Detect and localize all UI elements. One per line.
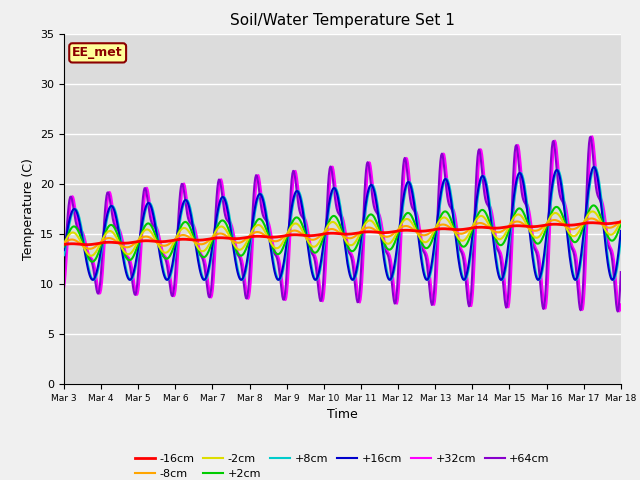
+32cm	[60, 286, 68, 291]
Line: -8cm: -8cm	[64, 218, 621, 249]
+2cm	[617, 221, 625, 227]
-16cm	[128, 240, 136, 245]
+8cm	[214, 215, 221, 221]
+64cm	[184, 215, 192, 220]
Text: EE_met: EE_met	[72, 47, 123, 60]
Line: +64cm: +64cm	[64, 137, 621, 312]
-2cm	[128, 249, 136, 254]
+2cm	[70, 224, 78, 229]
-8cm	[128, 242, 136, 248]
-16cm	[60, 241, 68, 247]
-2cm	[411, 225, 419, 231]
-16cm	[70, 241, 78, 247]
-2cm	[87, 253, 95, 259]
-16cm	[617, 219, 625, 225]
+32cm	[410, 205, 418, 211]
+16cm	[214, 206, 222, 212]
X-axis label: Time: Time	[327, 408, 358, 421]
Legend: -16cm, -8cm, -2cm, +2cm, +8cm, +16cm, +32cm, +64cm: -16cm, -8cm, -2cm, +2cm, +8cm, +16cm, +3…	[131, 449, 554, 480]
+64cm	[614, 309, 621, 314]
Line: +32cm: +32cm	[64, 136, 621, 312]
-8cm	[185, 234, 193, 240]
+16cm	[185, 203, 193, 208]
-16cm	[214, 235, 222, 240]
+2cm	[60, 244, 68, 250]
+64cm	[617, 269, 625, 275]
+32cm	[70, 198, 78, 204]
+2cm	[214, 222, 222, 228]
-2cm	[617, 218, 625, 224]
+8cm	[617, 237, 625, 242]
+8cm	[591, 164, 598, 170]
Line: -2cm: -2cm	[64, 212, 621, 256]
+32cm	[184, 204, 192, 210]
Title: Soil/Water Temperature Set 1: Soil/Water Temperature Set 1	[230, 13, 455, 28]
+8cm	[60, 252, 68, 258]
+2cm	[411, 221, 419, 227]
-8cm	[617, 218, 625, 224]
+64cm	[410, 208, 418, 214]
Line: -16cm: -16cm	[64, 222, 621, 245]
+64cm	[587, 134, 595, 140]
-16cm	[83, 242, 91, 248]
+32cm	[616, 309, 623, 314]
-2cm	[588, 209, 596, 215]
+32cm	[127, 262, 135, 267]
Line: +16cm: +16cm	[64, 167, 621, 280]
+2cm	[428, 240, 435, 246]
-2cm	[185, 228, 193, 234]
+64cm	[426, 294, 434, 300]
+16cm	[617, 228, 625, 234]
+64cm	[60, 268, 68, 274]
+8cm	[127, 277, 135, 283]
+2cm	[185, 222, 193, 228]
-2cm	[70, 230, 78, 236]
+8cm	[70, 206, 78, 212]
+16cm	[411, 206, 419, 212]
+16cm	[60, 247, 68, 253]
+16cm	[128, 274, 136, 280]
+32cm	[617, 301, 625, 307]
+16cm	[590, 164, 598, 170]
+8cm	[411, 200, 419, 205]
-8cm	[60, 240, 68, 246]
-16cm	[411, 228, 419, 234]
+8cm	[184, 198, 192, 204]
-2cm	[60, 241, 68, 247]
+2cm	[590, 203, 598, 208]
+16cm	[126, 277, 134, 283]
+8cm	[428, 269, 435, 275]
+64cm	[127, 272, 135, 278]
+16cm	[428, 264, 435, 270]
+32cm	[214, 211, 221, 216]
Y-axis label: Temperature (C): Temperature (C)	[22, 158, 35, 260]
-8cm	[70, 237, 78, 243]
+2cm	[128, 255, 136, 261]
-8cm	[214, 231, 222, 237]
+16cm	[70, 206, 78, 212]
-8cm	[86, 246, 93, 252]
-2cm	[428, 234, 435, 240]
-16cm	[185, 237, 193, 242]
-8cm	[428, 229, 435, 235]
Line: +8cm: +8cm	[64, 167, 621, 280]
+2cm	[89, 259, 97, 264]
+32cm	[588, 133, 596, 139]
-16cm	[428, 227, 435, 233]
+8cm	[238, 277, 246, 283]
+64cm	[70, 209, 78, 215]
-8cm	[588, 216, 595, 221]
Line: +2cm: +2cm	[64, 205, 621, 262]
-2cm	[214, 225, 222, 231]
+32cm	[426, 276, 434, 282]
+64cm	[214, 185, 221, 191]
-8cm	[411, 228, 419, 233]
